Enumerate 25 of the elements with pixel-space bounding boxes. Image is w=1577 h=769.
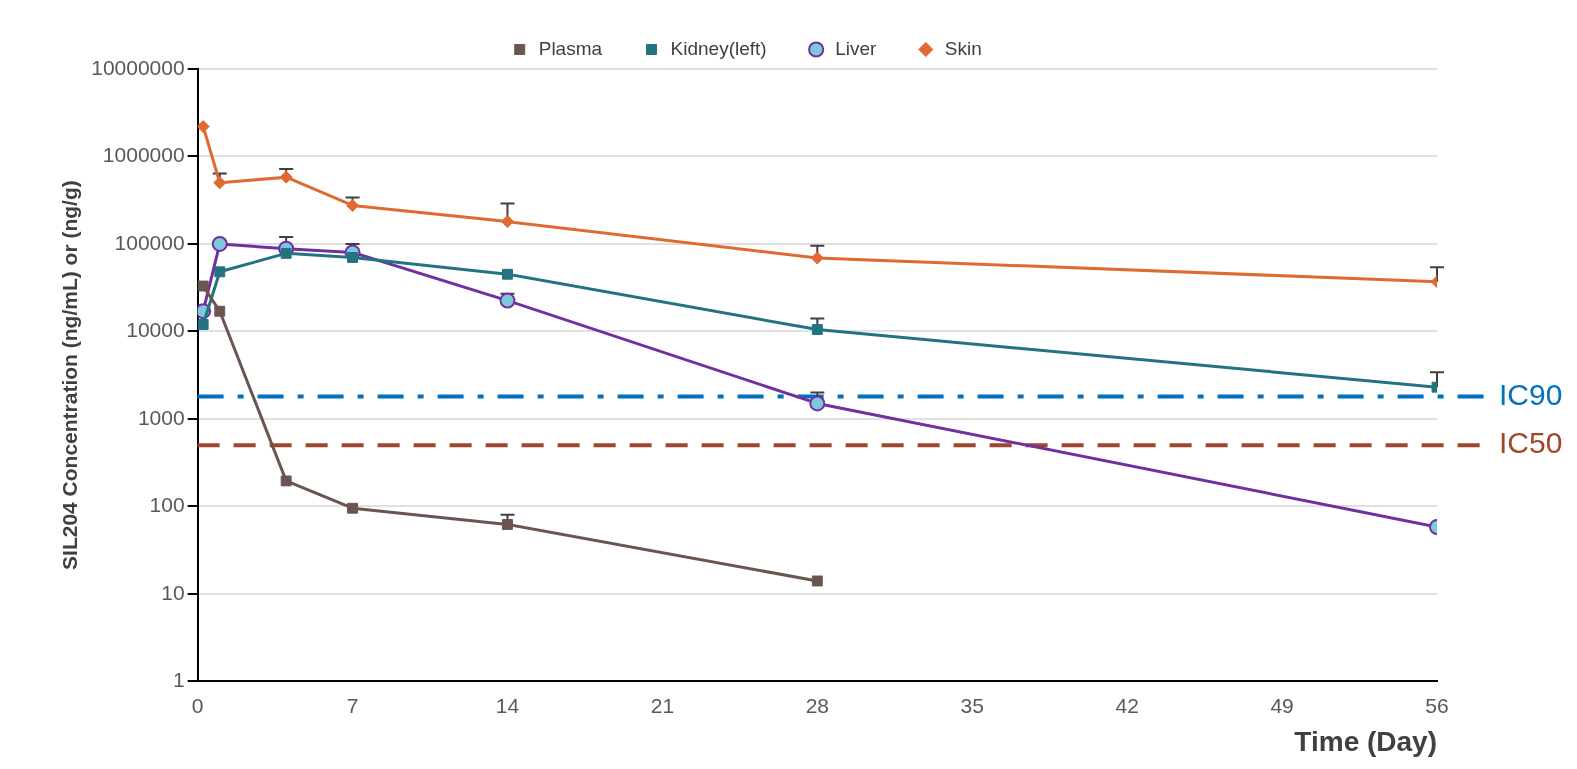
x-tick-label: 14 [495,693,520,717]
ref-line-label: IC90 [1499,377,1563,411]
x-tick-label: 28 [805,693,829,717]
y-axis-title: SIL204 Concentration (ng/mL) or (ng/g) [58,180,82,570]
x-tick-label: 7 [346,693,359,717]
y-tick-label: 10 [161,580,185,604]
x-tick-label: 21 [650,693,675,717]
y-tick-label: 1000000 [102,143,185,167]
y-tick-label: 100 [149,493,185,517]
ref-line-label: IC50 [1499,426,1563,460]
x-tick-label: 56 [1425,693,1449,717]
x-tick-label: 0 [191,693,204,717]
y-tick-label: 1 [172,668,185,691]
x-axis-title: Time (Day) [1294,725,1437,757]
y-tick-label: 10000 [126,318,185,342]
y-tick-label: 1000 [137,405,185,429]
x-tick-label: 42 [1115,693,1139,717]
legend-label: Kidney(left) [670,37,767,59]
x-tick-label: 49 [1270,693,1294,717]
legend-label: Liver [835,37,878,59]
legend-label: Skin [944,37,982,59]
x-tick-label: 35 [960,693,984,717]
y-tick-label: 100000 [114,230,185,254]
legend-label: Plasma [538,37,603,59]
y-tick-label: 10000000 [91,55,185,79]
